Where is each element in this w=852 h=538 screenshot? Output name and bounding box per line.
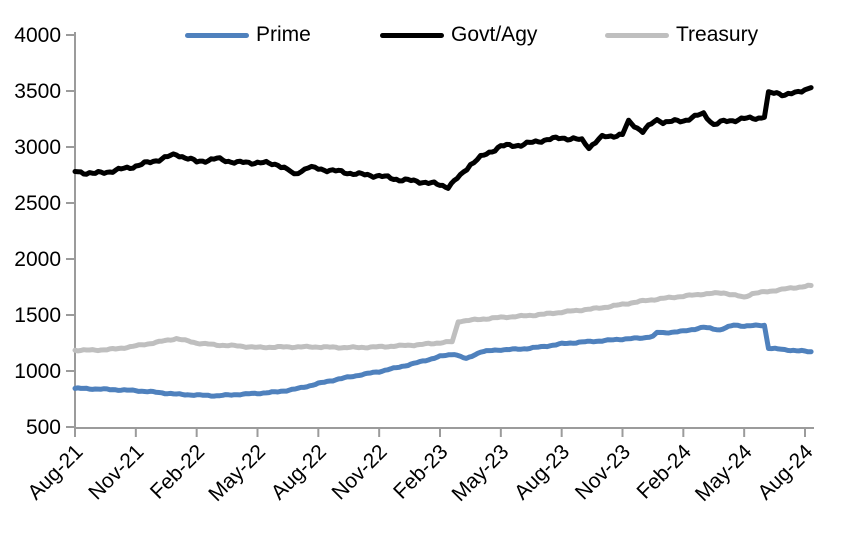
y-tick-label: 1500 (14, 304, 61, 327)
legend-line-swatch-prime (185, 32, 249, 38)
x-tick-label: Nov-21 (84, 440, 148, 504)
x-tick-label: Aug-23 (510, 440, 574, 504)
legend-label-prime: Prime (256, 23, 311, 46)
y-tick-label: 3500 (14, 80, 61, 103)
x-tick-label: Nov-23 (571, 440, 635, 504)
x-tick-label: May-23 (448, 440, 514, 506)
y-tick-label: 2000 (14, 248, 61, 271)
y-tick-label: 2500 (14, 192, 61, 215)
y-tick-label: 3000 (14, 136, 61, 159)
x-tick-label: Aug-21 (23, 440, 87, 504)
x-tick-label: Aug-24 (753, 440, 817, 504)
y-tick-label: 500 (26, 416, 61, 439)
x-tick-label: Feb-23 (389, 440, 452, 503)
x-tick-label: Feb-24 (633, 440, 697, 504)
legend-item-govt-agy: Govt/Agy (380, 24, 537, 46)
x-tick-label: Nov-22 (328, 440, 392, 504)
chart-legend: Prime Govt/Agy Treasury (0, 0, 852, 50)
x-tick-label: Aug-22 (267, 440, 331, 504)
y-tick-label: 4000 (14, 24, 61, 47)
legend-label-treasury: Treasury (676, 23, 759, 46)
series-line-prime (72, 322, 814, 399)
x-tick-label: Feb-22 (146, 440, 209, 503)
series-line-govt-agy (72, 85, 814, 191)
legend-line-swatch-govt-agy (380, 32, 444, 38)
legend-label-govt-agy: Govt/Agy (451, 23, 538, 46)
x-tick-label: May-22 (204, 440, 270, 506)
legend-item-treasury: Treasury (605, 24, 758, 46)
y-tick-label: 1000 (14, 360, 61, 383)
legend-line-swatch-treasury (605, 32, 669, 38)
x-tick-label: May-24 (691, 440, 757, 506)
legend-item-prime: Prime (185, 24, 311, 46)
series-line-treasury (72, 282, 814, 354)
